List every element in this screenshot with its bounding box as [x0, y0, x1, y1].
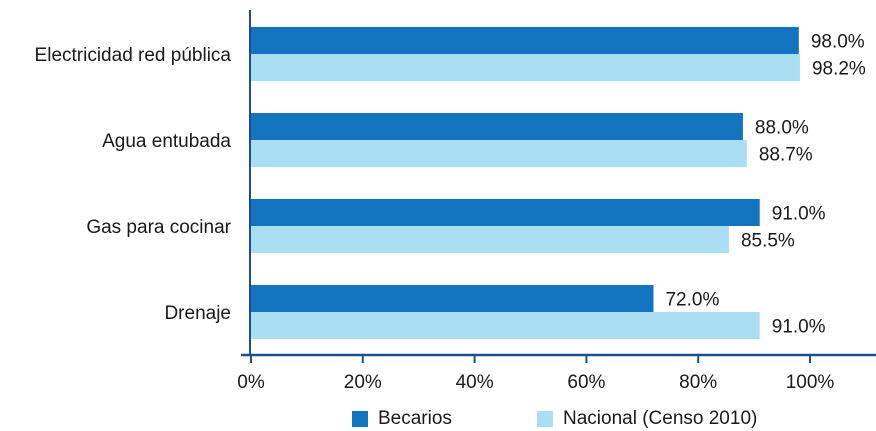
- legend-swatch-becarios: [352, 411, 368, 427]
- category-label-electricidad-red-publica: Electricidad red pública: [35, 45, 232, 66]
- bar-becarios-electricidad-red-publica: [251, 27, 799, 54]
- legend-item-becarios: Becarios: [352, 408, 452, 430]
- data-label-becarios-drenaje: 72.0%: [665, 290, 719, 311]
- bar-nacional-censo-2010-gas-para-cocinar: [251, 226, 729, 253]
- legend-swatch-nacional: [537, 411, 553, 427]
- data-label-nacional-censo-2010-drenaje: 91.0%: [772, 317, 826, 338]
- x-tick-label-100: 100%: [786, 372, 835, 393]
- x-tick-label-0: 0%: [237, 372, 265, 393]
- data-label-nacional-censo-2010-agua-entubada: 88.7%: [759, 145, 813, 166]
- bar-nacional-censo-2010-drenaje: [251, 312, 760, 339]
- data-label-becarios-agua-entubada: 88.0%: [755, 118, 809, 139]
- legend: Becarios Nacional (Censo 2010): [0, 408, 876, 430]
- legend-item-nacional: Nacional (Censo 2010): [537, 408, 757, 430]
- category-label-agua-entubada: Agua entubada: [102, 131, 231, 152]
- data-label-becarios-gas-para-cocinar: 91.0%: [772, 204, 826, 225]
- x-tick-label-80: 80%: [679, 372, 717, 393]
- x-tick-label-40: 40%: [456, 372, 494, 393]
- bar-nacional-censo-2010-electricidad-red-publica: [251, 54, 800, 81]
- category-label-gas-para-cocinar: Gas para cocinar: [86, 217, 231, 238]
- bar-becarios-gas-para-cocinar: [251, 199, 760, 226]
- category-label-drenaje: Drenaje: [164, 303, 231, 324]
- data-label-becarios-electricidad-red-publica: 98.0%: [811, 32, 865, 53]
- x-tick-label-60: 60%: [567, 372, 605, 393]
- bar-nacional-censo-2010-agua-entubada: [251, 140, 747, 167]
- legend-label-nacional: Nacional (Censo 2010): [563, 408, 758, 429]
- x-tick-label-20: 20%: [344, 372, 382, 393]
- legend-label-becarios: Becarios: [378, 408, 452, 429]
- bar-becarios-agua-entubada: [251, 113, 743, 140]
- data-label-nacional-censo-2010-gas-para-cocinar: 85.5%: [741, 231, 795, 252]
- bar-becarios-drenaje: [251, 285, 654, 312]
- data-label-nacional-censo-2010-electricidad-red-publica: 98.2%: [812, 59, 866, 80]
